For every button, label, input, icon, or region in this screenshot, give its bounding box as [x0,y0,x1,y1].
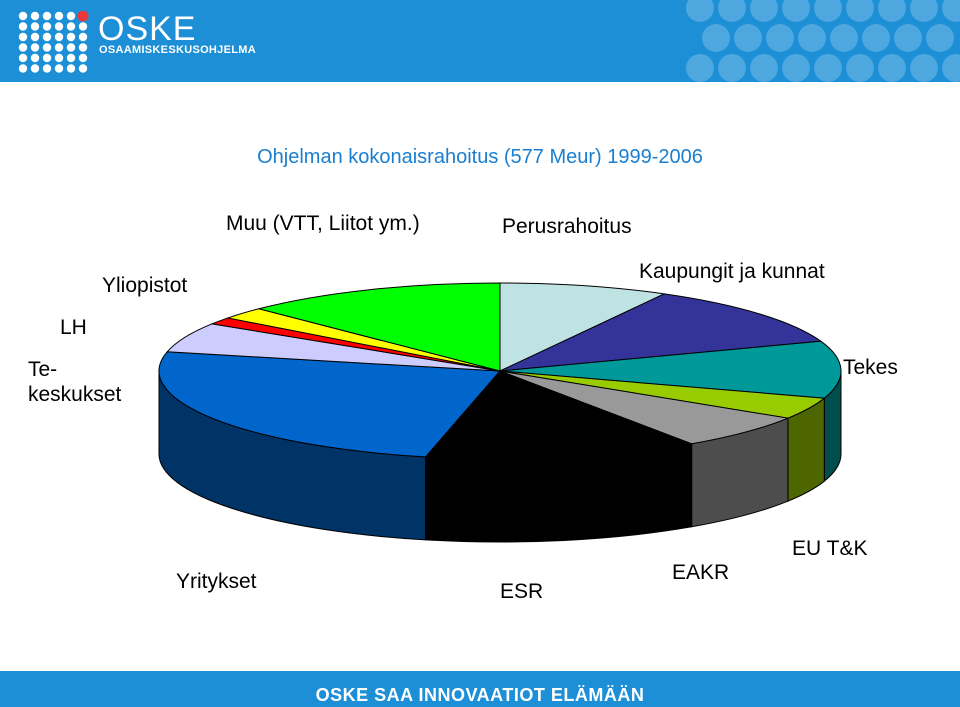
logo-dot [18,64,28,73]
logo-dot [18,11,28,21]
logo-dot [78,53,88,63]
logo-dot [66,22,76,31]
logo-dot [30,53,40,63]
bubble-icon [686,54,714,82]
footer-banner: OSKE SAA INNOVAATIOT ELÄMÄÄN [0,671,960,707]
bubble-icon [798,24,826,52]
logo-dot [66,53,76,63]
slice-perusrahoitus [499,282,667,372]
bubble-icon [814,0,842,22]
bubble-icon [782,54,810,82]
bubble-icon [702,24,730,52]
bubble-icon [862,24,890,52]
bubble-icon [846,54,874,82]
bubble-icon [718,54,746,82]
slice-label-tekes: Tekes [843,356,898,379]
slice-label-lh: LH [60,316,87,339]
logo-dot [42,43,52,52]
slice-kaupungit-ja-kunnat [499,293,823,372]
logo-dot [30,32,40,42]
bubble-icon [718,0,746,22]
bubble-icon [766,24,794,52]
bubble-icon [910,54,938,82]
logo-dot [78,64,88,73]
footer-slogan: OSKE SAA INNOVAATIOT ELÄMÄÄN [315,685,645,705]
logo-dot [78,32,88,42]
chart-title: Ohjelman kokonaisrahoitus (577 Meur) 199… [257,146,703,168]
bubble-icon [894,24,922,52]
logo-dot [54,11,64,21]
slice-muu-vtt-liitot-ym- [258,282,501,372]
slice-label-te-keskukset: Te- keskukset [28,358,122,406]
logo-dot [66,43,76,52]
header-banner: OSKE OSAAMISKESKUSOHJELMA [0,0,960,82]
bubble-icon [846,0,874,22]
bubble-icon [686,0,714,22]
brand-subtitle: OSAAMISKESKUSOHJELMA [99,44,256,56]
bubble-icon [814,54,842,82]
bubble-icon [878,0,906,22]
logo-dot [42,53,52,63]
logo-dot [54,32,64,42]
slice-label-kaupungit: Kaupungit ja kunnat [639,260,825,283]
bubble-icon [750,0,778,22]
logo-dot [18,22,28,31]
logo-red-dot [77,11,89,22]
slice-label-yritykset: Yritykset [176,570,257,593]
slice-esr [424,370,694,460]
brand-name: OSKE [98,10,197,48]
bubble-icon [942,54,960,82]
logo-dot [18,53,28,63]
bubble-icon [942,0,960,22]
logo-dot [66,64,76,73]
logo-dot [54,53,64,63]
slice-tekes [499,340,842,399]
slice-label-perusrahoitus: Perusrahoitus [502,215,632,238]
logo-dot [42,32,52,42]
slice-yritykset [158,351,502,458]
bubble-icon [782,0,810,22]
logo-dot [30,64,40,73]
logo-dot [18,32,28,42]
slice-label-esr: ESR [500,580,544,603]
logo-dot [78,22,88,31]
slice-label-eu-tk: EU T&K [792,537,868,560]
slice-label-yliopistot: Yliopistot [102,274,188,297]
logo-dot [42,22,52,31]
logo-dot [66,32,76,42]
bubble-icon [878,54,906,82]
logo-dot [42,64,52,73]
slice-label-eakr: EAKR [672,561,730,584]
bubble-icon [750,54,778,82]
bubble-icon [926,24,954,52]
slice-eakr [499,370,790,445]
logo-dot [78,43,88,52]
logo-dot [54,43,64,52]
logo-dot [30,11,40,21]
bubble-icon [830,24,858,52]
logo-dot [54,64,64,73]
logo-dot [42,11,52,21]
logo-dot [30,43,40,52]
bubble-icon [910,0,938,22]
oske-logo-icon [18,11,89,73]
logo-dot [66,11,76,21]
logo-dot [18,43,28,52]
bubble-icon [734,24,762,52]
logo-dot [54,22,64,31]
logo-dot [30,22,40,31]
slice-label-muu: Muu (VTT, Liitot ym.) [226,212,420,235]
decorative-bubbles [686,0,960,82]
